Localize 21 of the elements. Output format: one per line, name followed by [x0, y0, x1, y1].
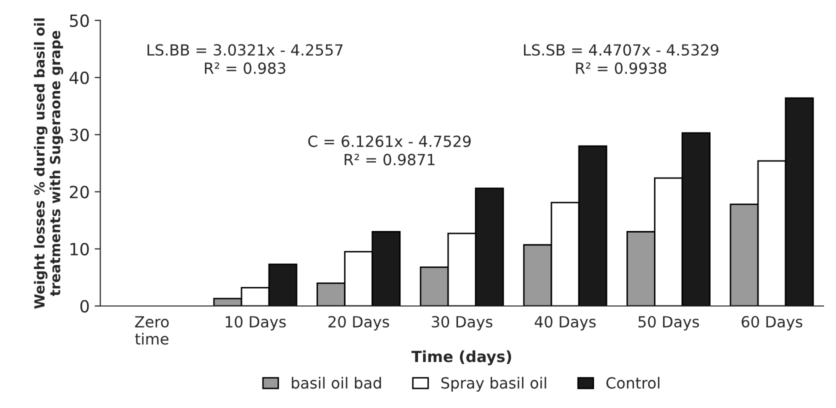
- x-tick-label: 50 Days: [638, 316, 699, 331]
- annotation: LS.SB = 4.4707x - 4.5329 R² = 0.9938: [524, 44, 718, 74]
- y-axis-title: Weight losses % during used basil oil treatments with Sugeraone grape: [34, 18, 64, 309]
- x-tick-label: 20 Days: [328, 316, 390, 331]
- y-tick-label: 10: [70, 242, 89, 256]
- y-tick-label: 0: [80, 300, 89, 313]
- legend-label: basil oil bad: [292, 376, 381, 389]
- y-tick-label: 20: [70, 186, 89, 198]
- y-tick-label: 30: [70, 128, 89, 142]
- x-tick-label: 10 Days: [226, 316, 286, 331]
- x-axis-title: Time (days): [411, 350, 512, 366]
- annotation: C = 6.1261x - 4.7529 R² = 0.9871: [308, 136, 471, 166]
- x-tick-label: 40 Days: [534, 316, 596, 331]
- x-tick-label: 30 Days: [432, 316, 492, 331]
- y-tick-label: 40: [70, 71, 89, 84]
- x-tick-label: 60 Days: [742, 316, 802, 331]
- annotation: LS.BB = 3.0321x - 4.2557 R² = 0.983: [148, 44, 343, 74]
- x-tick-label: Zero time: [135, 316, 169, 345]
- legend-label: Spray basil oil: [441, 376, 546, 392]
- y-tick-label: 50: [70, 14, 89, 27]
- legend-label: Control: [606, 376, 660, 389]
